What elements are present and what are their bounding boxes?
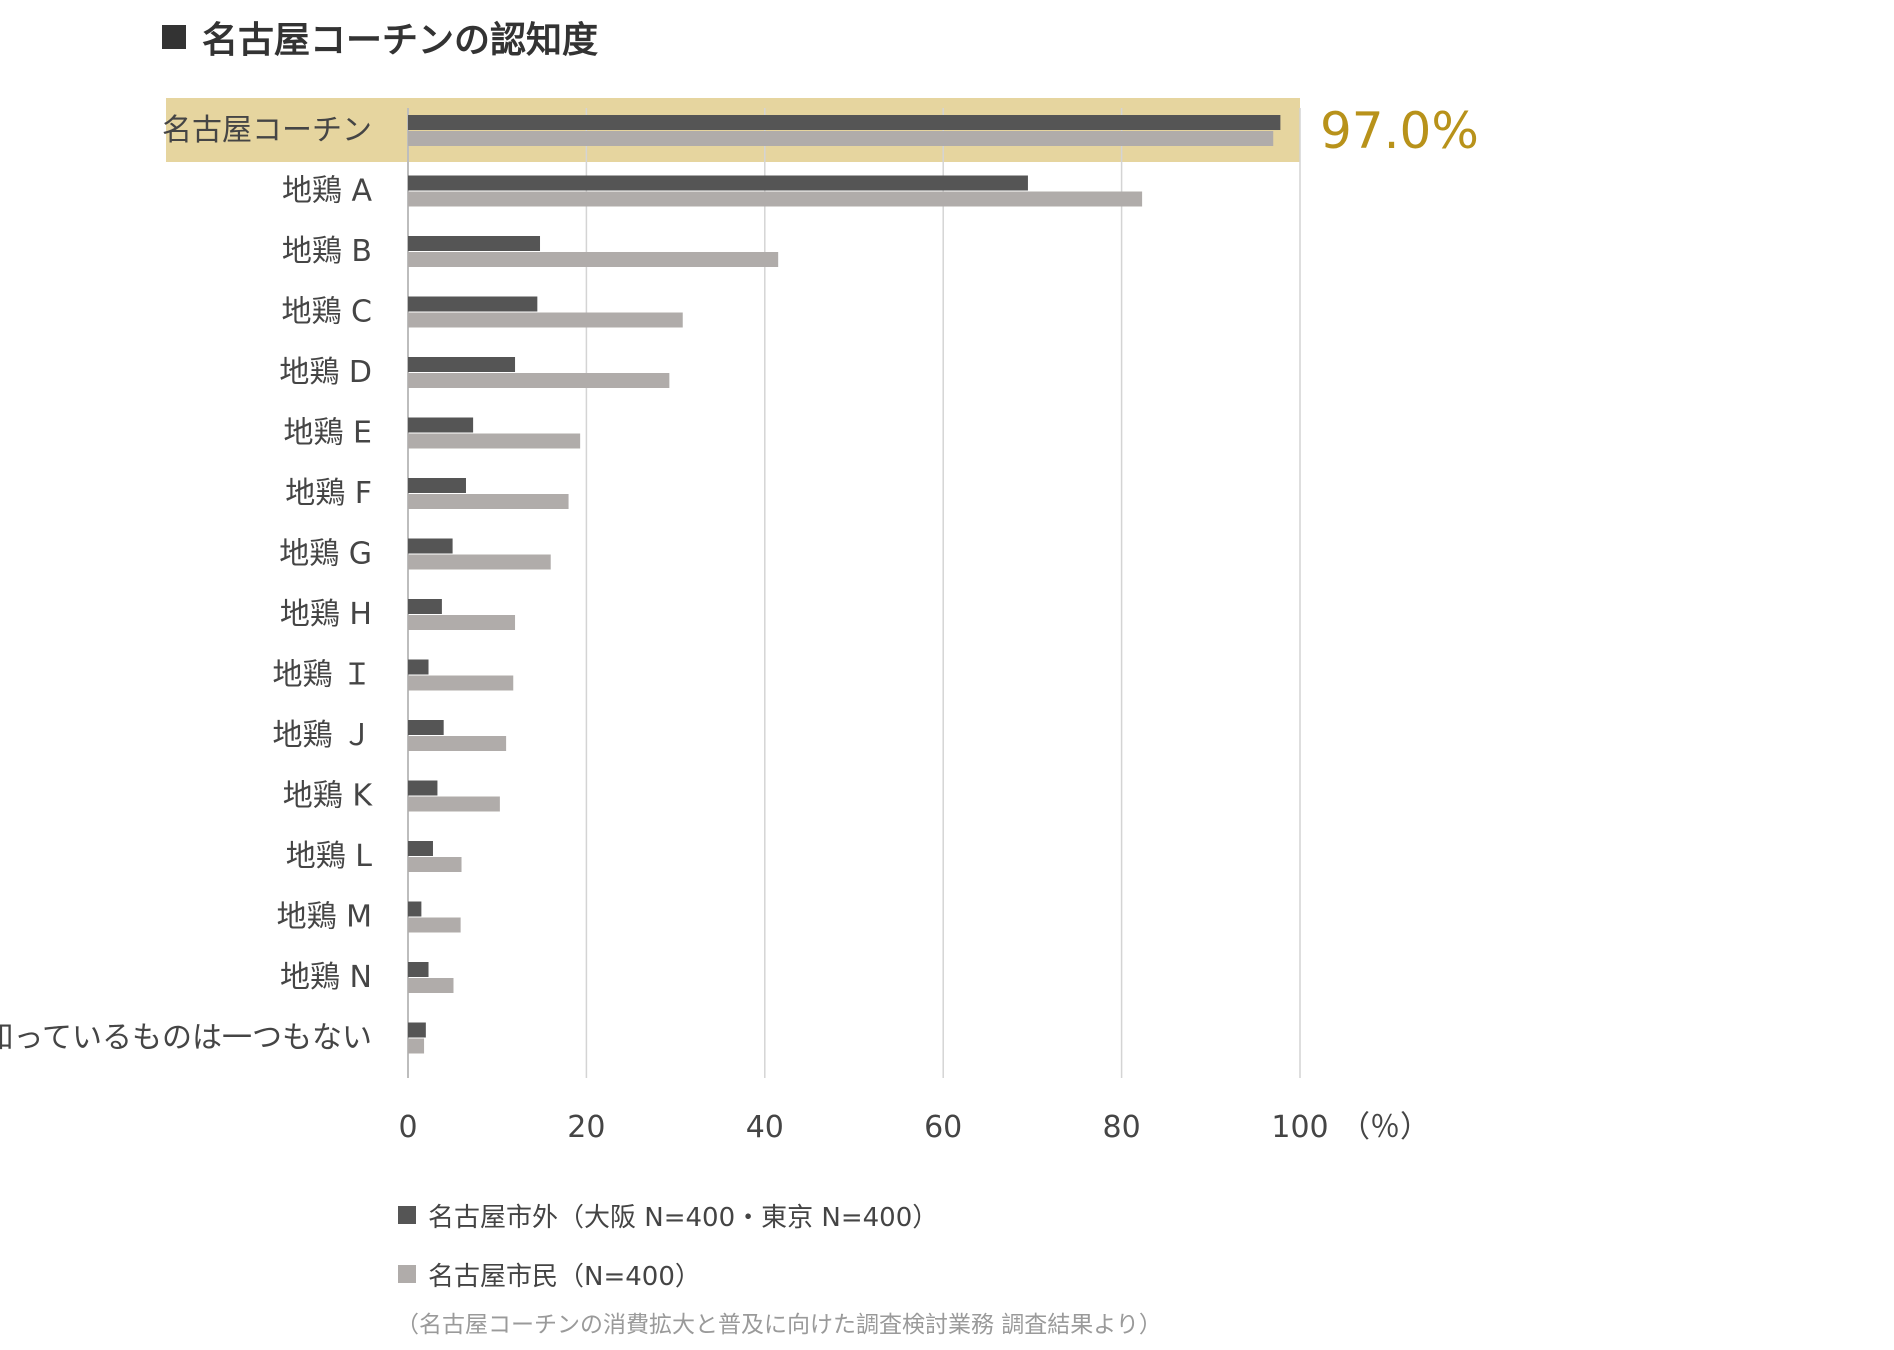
category-label-4: 地鶏 D bbox=[279, 355, 372, 390]
category-label-1: 地鶏 A bbox=[282, 174, 373, 209]
category-label-3: 地鶏 C bbox=[282, 295, 372, 330]
bar-outside-13 bbox=[408, 901, 422, 917]
bar-outside-4 bbox=[408, 357, 516, 372]
bar-resident-7 bbox=[408, 554, 551, 570]
bar-resident-0 bbox=[408, 131, 1274, 146]
bar-outside-8 bbox=[408, 599, 442, 614]
bar-resident-4 bbox=[408, 373, 670, 388]
source-note: （名古屋コーチンの消費拡大と普及に向けた調査検討業務 調査結果より） bbox=[396, 1312, 1162, 1338]
bar-outside-2 bbox=[408, 236, 541, 251]
category-label-5: 地鶏 E bbox=[284, 416, 373, 451]
legend-item-outside: 名古屋市外（大阪 N=400・東京 N=400） bbox=[398, 1195, 938, 1235]
category-label-12: 地鶏 L bbox=[286, 839, 373, 874]
category-label-8: 地鶏 H bbox=[280, 597, 372, 632]
category-label-0: 名古屋コーチン bbox=[162, 113, 372, 148]
bar-outside-0 bbox=[408, 115, 1281, 130]
legend-label-outside: 名古屋市外（大阪 N=400・東京 N=400） bbox=[428, 1202, 939, 1233]
bar-resident-2 bbox=[408, 252, 779, 267]
x-tick-label-20: 20 bbox=[567, 1110, 605, 1145]
bar-resident-12 bbox=[408, 857, 462, 872]
bar-outside-1 bbox=[408, 175, 1028, 191]
title-square-icon bbox=[162, 25, 186, 49]
category-label-15: 知っているものは一つもない bbox=[0, 1021, 372, 1056]
category-label-9: 地鶏 Ｉ bbox=[272, 658, 372, 693]
bar-outside-6 bbox=[408, 478, 466, 493]
bar-resident-1 bbox=[408, 191, 1143, 207]
bar-resident-5 bbox=[408, 433, 581, 449]
bar-outside-12 bbox=[408, 841, 433, 856]
x-tick-label-80: 80 bbox=[1103, 1110, 1141, 1145]
bar-outside-7 bbox=[408, 538, 453, 554]
bar-outside-15 bbox=[408, 1022, 426, 1038]
bar-resident-14 bbox=[408, 978, 454, 993]
legend-label-resident: 名古屋市民（N=400） bbox=[428, 1261, 701, 1292]
legend-item-resident: 名古屋市民（N=400） bbox=[398, 1254, 701, 1294]
highlight-value-label: 97.0% bbox=[1320, 102, 1479, 160]
x-tick-label-40: 40 bbox=[746, 1110, 784, 1145]
bar-resident-9 bbox=[408, 675, 514, 691]
bar-outside-11 bbox=[408, 780, 438, 796]
x-tick-label-60: 60 bbox=[924, 1110, 962, 1145]
category-label-10: 地鶏 Ｊ bbox=[272, 718, 372, 753]
bar-resident-3 bbox=[408, 312, 683, 328]
bar-outside-9 bbox=[408, 659, 429, 675]
bar-resident-10 bbox=[408, 736, 507, 751]
chart-title-text: 名古屋コーチンの認知度 bbox=[202, 20, 599, 61]
x-axis-unit-label: （％） bbox=[1340, 1110, 1430, 1145]
category-label-7: 地鶏 G bbox=[279, 537, 372, 572]
bar-resident-11 bbox=[408, 796, 500, 812]
bar-outside-10 bbox=[408, 720, 444, 735]
bar-outside-3 bbox=[408, 296, 538, 312]
category-label-2: 地鶏 B bbox=[282, 234, 372, 269]
bar-outside-14 bbox=[408, 962, 429, 977]
chart-title: 名古屋コーチンの認知度 bbox=[162, 12, 598, 62]
x-tick-label-0: 0 bbox=[398, 1110, 417, 1145]
bar-resident-6 bbox=[408, 494, 569, 509]
category-label-11: 地鶏 K bbox=[283, 779, 374, 814]
bar-resident-15 bbox=[408, 1038, 425, 1054]
category-label-14: 地鶏 N bbox=[280, 960, 372, 995]
bar-resident-13 bbox=[408, 917, 461, 933]
category-label-13: 地鶏 M bbox=[277, 900, 372, 935]
x-tick-label-100: 100 bbox=[1271, 1110, 1328, 1145]
legend-swatch-resident bbox=[398, 1265, 416, 1283]
legend-swatch-outside bbox=[398, 1206, 416, 1224]
category-label-6: 地鶏 F bbox=[285, 476, 372, 511]
bar-resident-8 bbox=[408, 615, 516, 630]
bar-outside-5 bbox=[408, 417, 474, 433]
